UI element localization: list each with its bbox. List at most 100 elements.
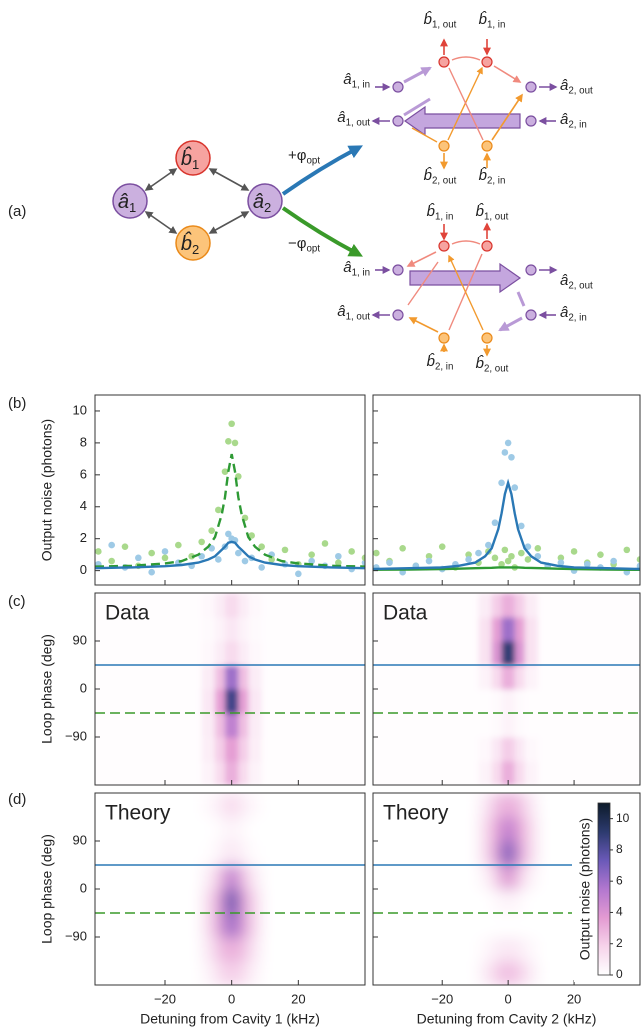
colorbar-tick-label: 10 [616,811,630,825]
heatmap-cell [491,961,503,985]
scatter-point [348,548,355,555]
heatmap-cell [95,817,203,842]
y-axis-label: Loop phase (deg) [39,834,55,944]
label-base: â [253,191,264,213]
heatmap-cell [491,937,503,962]
heatmap-cell [201,737,216,762]
heatmap-cell [225,865,239,890]
y-tick-label: 90 [73,832,87,847]
label-base: â [560,111,568,128]
heatmap-cell [95,761,203,785]
y-tick-label: 10 [73,402,87,417]
label-base: b̂ [427,352,436,369]
scatter-point [161,548,169,555]
heatmap-cell [261,817,365,842]
label-sub: 1, out [432,19,457,30]
heatmap-cell [537,689,640,714]
fit-line [373,566,640,571]
heatmap-cell [261,961,365,985]
heatmap-cell [215,793,226,818]
heatmap-cell [248,713,263,738]
heatmap-cell [248,737,263,762]
port-node [438,56,450,68]
heatmap-cell [261,689,365,714]
heatmap-cell [248,593,263,618]
scatter-point [373,549,380,557]
label-base: b̂ [476,354,485,371]
heatmap-cell [491,593,503,618]
heatmap-cell [248,689,263,714]
label: −φopt [288,235,320,254]
heatmap-cell [478,689,493,714]
heatmap-cell [491,793,503,818]
heatmap-cell [373,865,479,890]
scatter-point [511,484,519,491]
heatmap-cell [373,593,479,618]
port-node [392,81,404,93]
heatmap-cell [215,593,226,618]
scatter-point [108,541,115,549]
mode-node [175,225,211,261]
label-base: â [343,71,351,88]
label-base: b̂ [479,166,488,183]
heatmap-cell [491,689,503,714]
scatter-point [465,556,472,563]
heatmap-cell [225,593,239,618]
heatmap-cell [524,841,539,866]
scatter-point [508,552,515,560]
mode-node [247,183,283,219]
scatter-point [208,527,215,535]
label-base: +φ [288,147,307,164]
arrow [406,251,437,267]
label-base: b̂ [476,202,485,219]
scatter-point [95,548,102,555]
heatmap-cell [225,761,239,785]
heatmap-cell [201,641,216,666]
label: b̂2, out [424,166,457,186]
label-sub: 2 [264,200,271,215]
heatmap-cell [491,617,503,642]
plot-area [95,420,365,578]
scatter-point [231,439,239,447]
heatmap-cell [201,793,216,818]
panel-label: (d) [8,791,26,808]
heatmap-cell [95,641,203,666]
heatmap-cell [225,737,239,762]
heatmap-cell [478,937,493,962]
heatmap-cell [225,961,239,985]
heatmap-cell [478,593,493,618]
label-base: b̂ [181,147,192,170]
plot-frame [372,394,641,586]
heatmap-cell [95,937,203,962]
heatmap-cell [95,961,203,985]
label: â2, out [560,272,593,291]
heatmap-cell [478,713,493,738]
arrow [403,66,432,84]
x-axis-label: Detuning from Cavity 1 (kHz) [140,1011,320,1027]
heatmap-cell [491,865,503,890]
y-tick-label: 4 [80,498,87,513]
port-node [525,115,537,127]
heatmap-cell [373,817,479,842]
scatter-point [215,556,222,563]
arrow [411,127,438,143]
arrow [448,67,484,141]
heatmap-cell [491,737,503,762]
heatmap-cell [225,937,239,962]
heatmap-cell [537,737,640,762]
heatmap-cell [95,841,203,866]
scatter-point [225,438,232,445]
label-sub: 1, in [352,79,370,90]
diagram [112,38,558,357]
heatmap-cell [524,593,539,618]
scatter-point [501,546,509,554]
heatmap-cell [491,889,503,914]
y-axis-label: Loop phase (deg) [39,634,55,744]
arrow [408,317,439,333]
scatter-point [425,552,433,560]
heatmap-cell [501,913,516,938]
scatter-point [361,554,365,562]
y-tick-label: 0 [80,562,87,577]
y-tick-label: 90 [73,632,87,647]
scatter-point [557,559,565,566]
